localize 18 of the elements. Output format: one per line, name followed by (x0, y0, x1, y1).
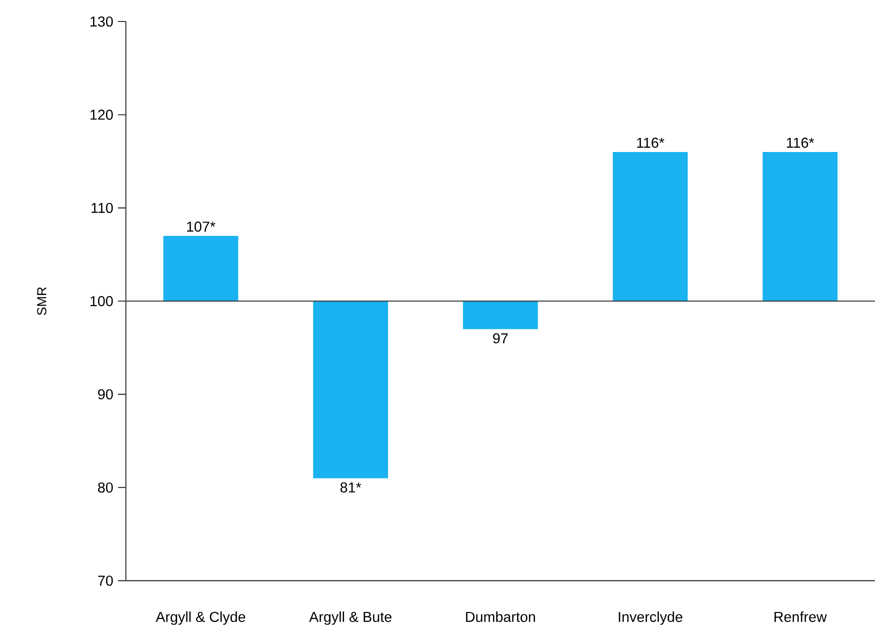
y-tick-label: 120 (90, 110, 113, 120)
x-tick-label: Inverclyde (618, 612, 682, 625)
x-tick-label: Argyll & Clyde (156, 612, 246, 625)
y-axis-title: SMR (37, 287, 46, 316)
y-tick-label: 130 (90, 16, 113, 27)
y-tick-label: 70 (98, 576, 113, 586)
y-tick-label: 90 (98, 389, 113, 400)
data-label: 81* (340, 482, 362, 493)
y-tick-label: 100 (90, 296, 113, 306)
data-label: 97 (493, 333, 508, 344)
y-tick-label: 80 (98, 482, 113, 493)
x-tick-label: Dumbarton (466, 612, 535, 622)
data-label: 116* (786, 138, 814, 148)
x-tick-label: Renfrew (774, 612, 827, 622)
data-label: 116* (637, 138, 664, 148)
y-tick-label: 110 (92, 203, 113, 214)
data-label: 107* (187, 222, 216, 232)
x-tick-label: Argyll & Bute (309, 612, 392, 625)
